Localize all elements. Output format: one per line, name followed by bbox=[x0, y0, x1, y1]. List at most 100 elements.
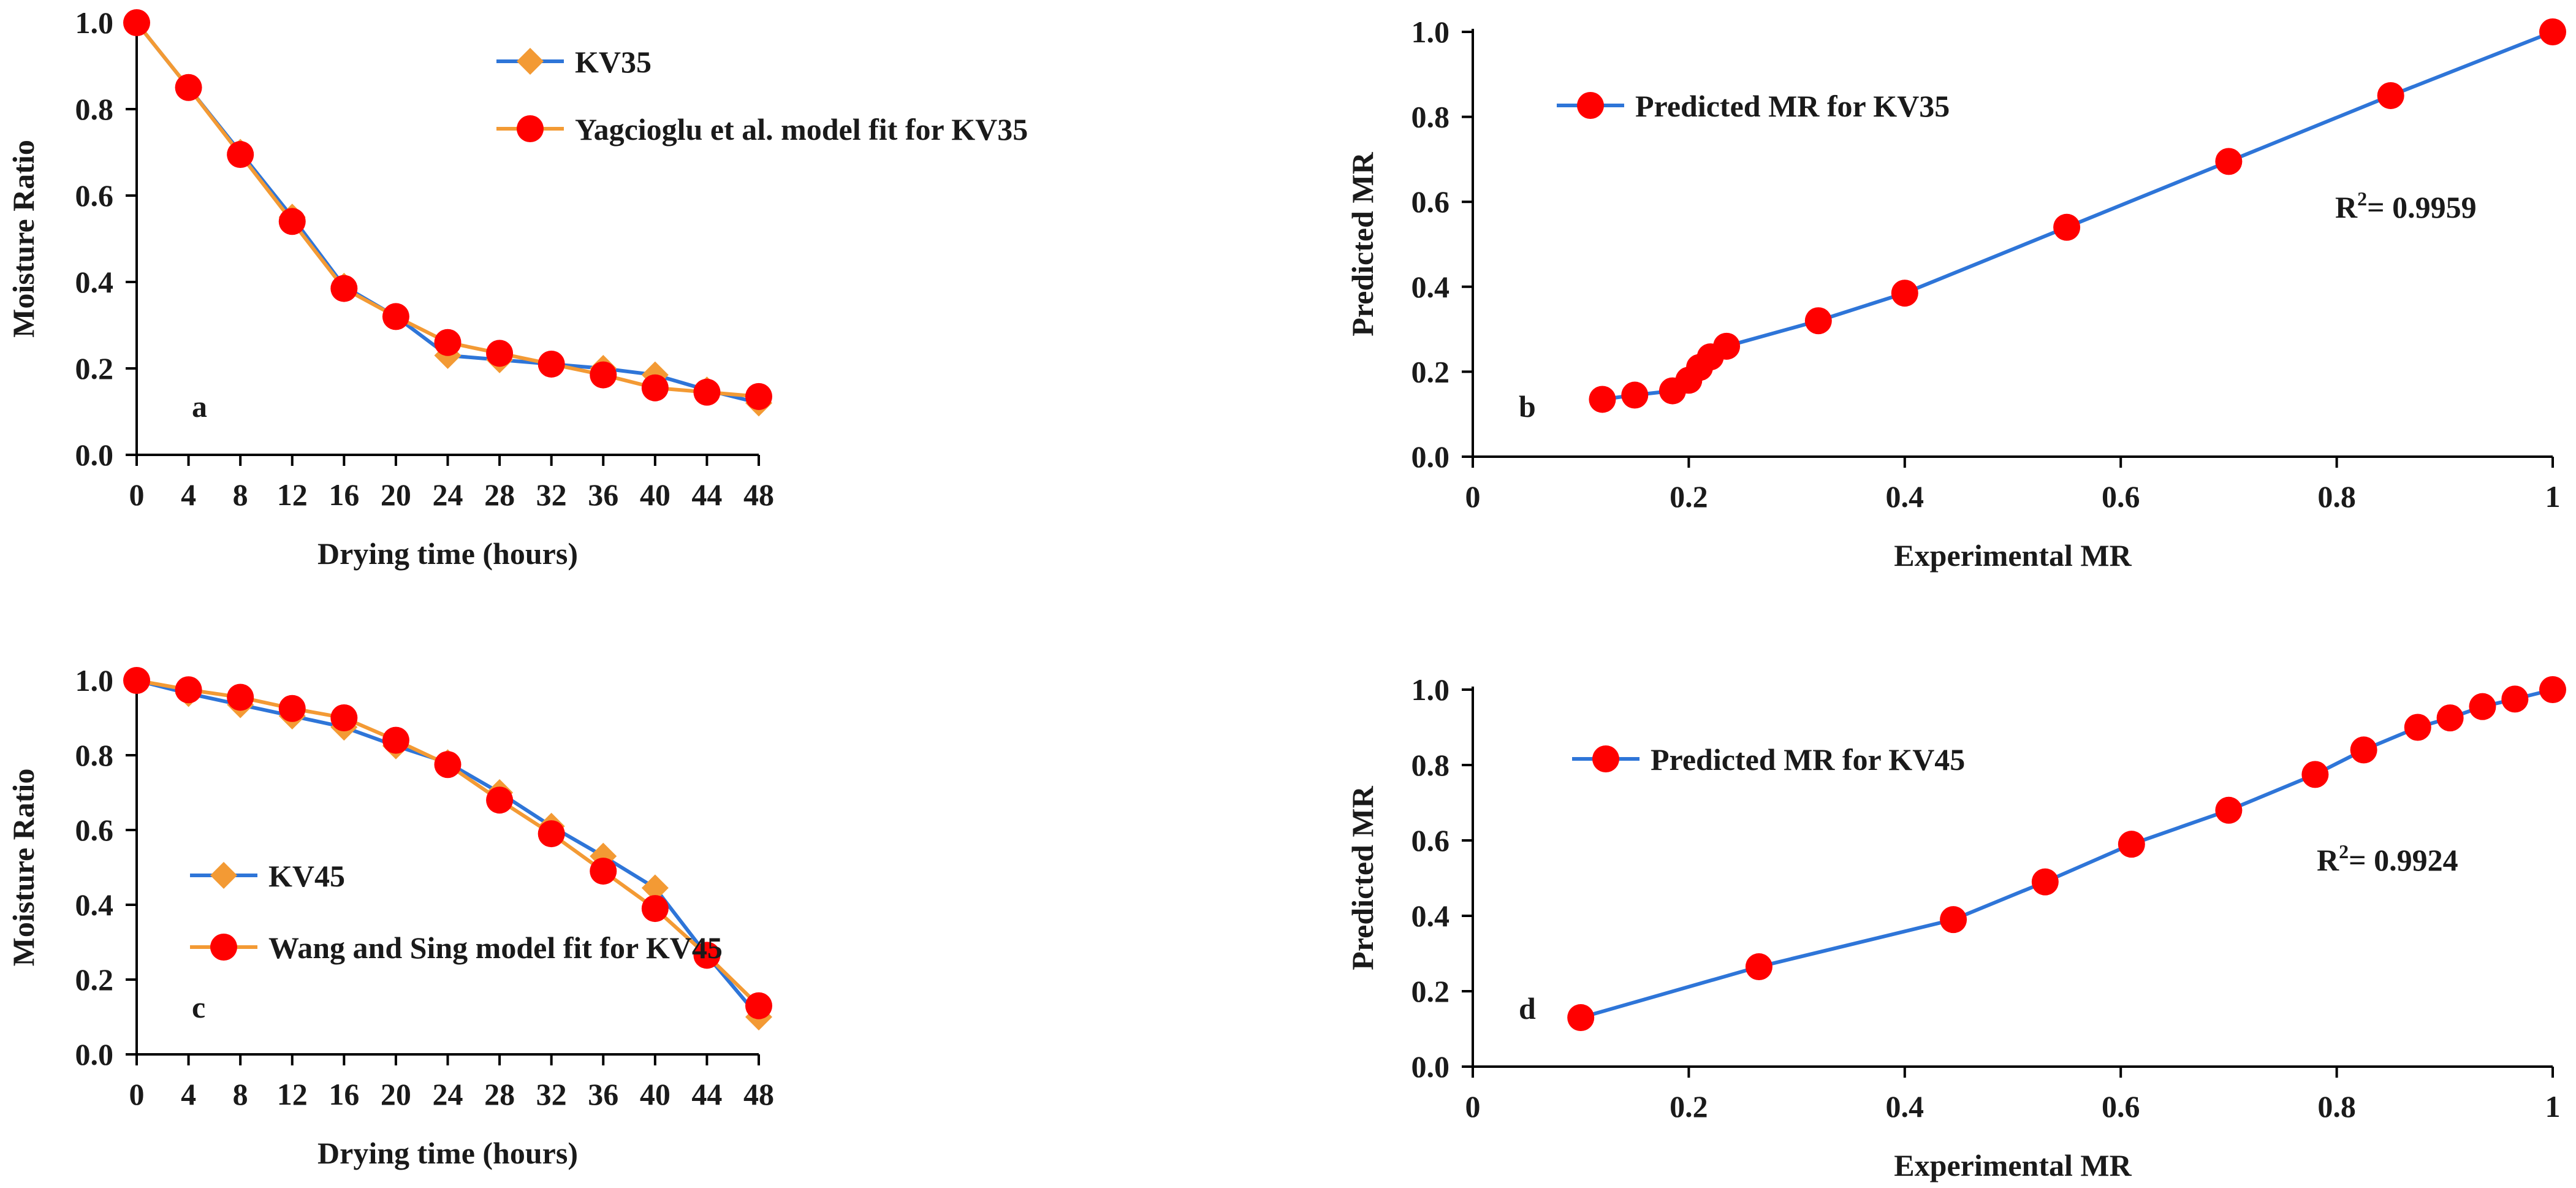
data-point-s1-12 bbox=[745, 383, 772, 410]
y-tick-label: 0.0 bbox=[1411, 1049, 1450, 1084]
legend-entry-0: KV35 bbox=[496, 45, 652, 79]
data-point-s0-12 bbox=[2539, 676, 2566, 703]
data-point-s1-9 bbox=[590, 361, 617, 389]
data-point-s0-10 bbox=[641, 874, 669, 902]
y-tick-label: 0.2 bbox=[75, 351, 114, 386]
y-tick-label: 0.0 bbox=[75, 1037, 114, 1072]
x-tick-label: 16 bbox=[329, 478, 359, 512]
y-tick-label: 0.6 bbox=[75, 178, 114, 213]
data-point-s1-6 bbox=[434, 329, 462, 356]
data-point-s0-8 bbox=[1891, 280, 1918, 307]
x-tick-label: 12 bbox=[277, 1077, 308, 1111]
y-axis-title: Predicted MR bbox=[1345, 785, 1380, 970]
x-tick-label: 32 bbox=[536, 1077, 567, 1111]
x-tick-label: 44 bbox=[691, 478, 722, 512]
data-point-s0-1 bbox=[1745, 953, 1772, 981]
legend-label: Yagcioglu et al. model fit for KV35 bbox=[575, 112, 1028, 147]
data-point-s1-3 bbox=[278, 208, 306, 235]
x-tick-label: 20 bbox=[381, 478, 411, 512]
data-point-s1-11 bbox=[693, 378, 721, 406]
legend-entry-0: KV45 bbox=[190, 859, 345, 893]
chart-panel-b: 0.0 0.2 0.4 0.6 0.8 1.0 0 0.2 0.4 0.6 0.8 1 Experime… bbox=[1345, 15, 2566, 573]
panel-letter: c bbox=[192, 990, 205, 1024]
data-point-s1-2 bbox=[227, 141, 254, 169]
data-point-s0-10 bbox=[2469, 693, 2496, 720]
series-line-0 bbox=[136, 679, 761, 1018]
data-point-s0-9 bbox=[2436, 704, 2464, 732]
data-point-s0-12 bbox=[2539, 18, 2566, 45]
y-axis-title: Moisture Ratio bbox=[6, 140, 40, 338]
panel-letter: b bbox=[1519, 389, 1536, 424]
x-tick-label: 0 bbox=[129, 1077, 145, 1111]
data-point-s0-3 bbox=[2031, 868, 2059, 896]
data-point-s0-7 bbox=[2350, 736, 2377, 764]
y-tick-label: 0.8 bbox=[75, 92, 114, 126]
y-tick-label: 0.2 bbox=[75, 962, 114, 997]
y-tick-label: 1.0 bbox=[1411, 672, 1450, 707]
y-tick-label: 0.0 bbox=[75, 438, 114, 472]
data-point-s0-7 bbox=[1804, 307, 1832, 335]
data-point-s0-6 bbox=[1713, 332, 1741, 360]
x-tick-label: 4 bbox=[181, 1077, 196, 1111]
r-squared-annotation: R2= 0.9959 bbox=[2335, 188, 2477, 224]
data-point-s0-0 bbox=[1589, 386, 1616, 413]
y-tick-label: 0.8 bbox=[75, 738, 114, 772]
data-point-s1-0 bbox=[123, 667, 150, 694]
x-tick-label: 0.4 bbox=[1886, 1089, 1924, 1124]
data-point-s0-0 bbox=[1567, 1004, 1595, 1032]
x-tick-label: 24 bbox=[433, 1077, 463, 1111]
x-tick-label: 44 bbox=[691, 1077, 722, 1111]
x-tick-label: 48 bbox=[743, 478, 774, 512]
x-axis-title: Drying time (hours) bbox=[317, 1136, 578, 1170]
y-tick-label: 0.2 bbox=[1411, 354, 1450, 389]
data-point-s0-4 bbox=[2118, 831, 2145, 858]
data-point-s0-1 bbox=[1621, 381, 1649, 409]
data-point-s0-6 bbox=[2301, 761, 2329, 788]
legend-entry-1: Wang and Sing model fit for KV45 bbox=[190, 931, 723, 965]
x-tick-label: 0.2 bbox=[1670, 479, 1708, 514]
data-point-s1-8 bbox=[538, 820, 565, 848]
x-tick-label: 1 bbox=[2545, 1089, 2561, 1124]
data-point-s0-8 bbox=[2404, 714, 2431, 741]
x-tick-label: 28 bbox=[484, 478, 515, 512]
legend-marker bbox=[517, 115, 544, 142]
y-tick-label: 0.6 bbox=[75, 813, 114, 847]
data-point-s0-10 bbox=[2215, 148, 2243, 175]
x-tick-label: 48 bbox=[743, 1077, 774, 1111]
y-tick-label: 0.4 bbox=[75, 888, 114, 922]
data-point-s1-12 bbox=[745, 992, 772, 1019]
data-point-s1-4 bbox=[330, 704, 358, 731]
data-point-s1-5 bbox=[382, 303, 409, 330]
x-axis-title: Experimental MR bbox=[1894, 538, 2132, 573]
data-point-s1-1 bbox=[175, 676, 202, 704]
x-tick-label: 8 bbox=[233, 1077, 248, 1111]
chart-panel-d: 0.0 0.2 0.4 0.6 0.8 1.0 0 0.2 0.4 0.6 0.8 1 Experime… bbox=[1345, 672, 2566, 1182]
legend-marker bbox=[210, 934, 237, 961]
data-point-s1-7 bbox=[486, 786, 514, 814]
y-tick-label: 0.6 bbox=[1411, 185, 1450, 219]
data-point-s0-2 bbox=[1940, 906, 1967, 934]
x-axis-title: Drying time (hours) bbox=[317, 536, 578, 571]
data-point-s1-0 bbox=[123, 9, 150, 36]
x-tick-label: 0 bbox=[1465, 479, 1481, 514]
x-axis-title: Experimental MR bbox=[1894, 1148, 2132, 1182]
x-tick-label: 0.6 bbox=[2102, 479, 2140, 514]
x-tick-label: 24 bbox=[433, 478, 463, 512]
data-point-s1-11 bbox=[693, 942, 721, 969]
data-point-s0-5 bbox=[2215, 796, 2243, 824]
data-point-s0-11 bbox=[2501, 685, 2529, 713]
x-tick-label: 4 bbox=[181, 478, 196, 512]
x-tick-label: 0.6 bbox=[2102, 1089, 2140, 1124]
y-tick-label: 0.4 bbox=[75, 265, 114, 299]
data-point-s1-4 bbox=[330, 275, 358, 302]
data-point-s1-8 bbox=[538, 350, 565, 378]
data-point-s1-3 bbox=[278, 695, 306, 722]
x-tick-label: 20 bbox=[381, 1077, 411, 1111]
legend-label: KV45 bbox=[268, 859, 345, 893]
x-tick-label: 0 bbox=[129, 478, 145, 512]
x-tick-label: 40 bbox=[640, 1077, 671, 1111]
legend-entry-0: Predicted MR for KV45 bbox=[1572, 742, 1965, 777]
chart-panels: 0.00.20.40.60.81.00 4 8 12 16 20 24 28 32 36 40 44 4… bbox=[6, 6, 2566, 1182]
x-tick-label: 0.8 bbox=[2317, 479, 2356, 514]
